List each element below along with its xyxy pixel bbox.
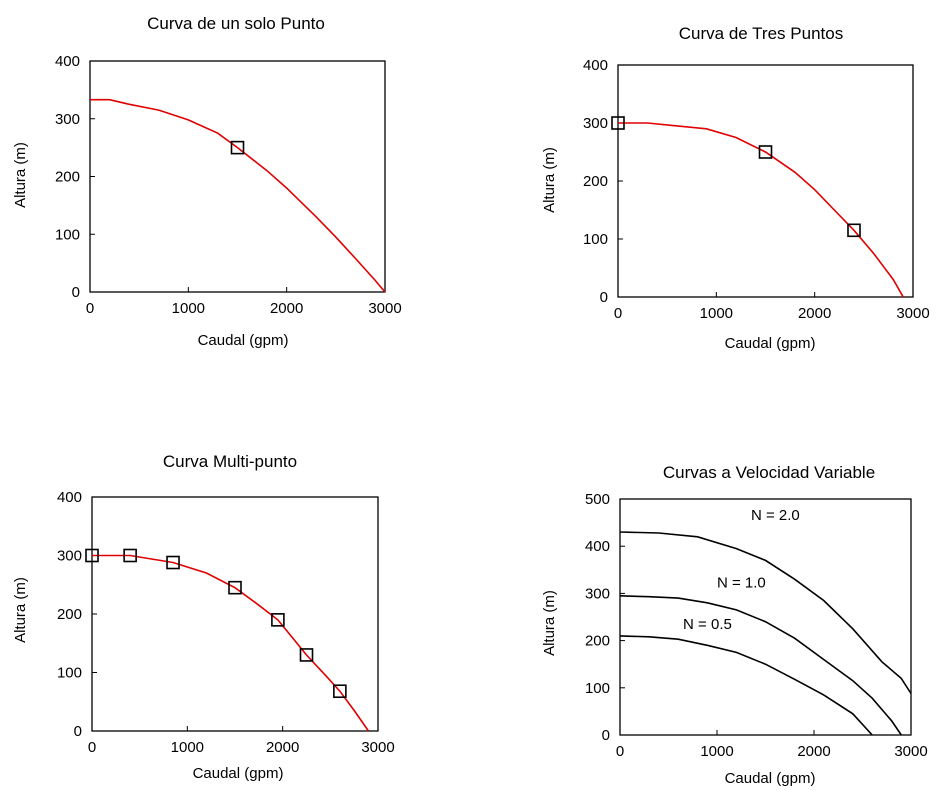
y-tick-label: 200 xyxy=(55,169,80,186)
x-axis-label: Caudal (gpm) xyxy=(198,332,289,349)
y-tick-label: 100 xyxy=(583,231,608,248)
y-axis-label: Altura (m) xyxy=(12,142,29,208)
y-axis-label: Altura (m) xyxy=(12,577,29,643)
chart-variable-speed: Curvas a Velocidad Variable Caudal (gpm)… xyxy=(541,463,928,787)
y-tick-labels: 0 100 200 300 400 xyxy=(55,53,95,301)
x-tick-label: 1000 xyxy=(700,743,733,760)
y-tick-label: 300 xyxy=(55,111,80,128)
plot-frame xyxy=(91,496,379,732)
y-tick-label: 200 xyxy=(583,173,608,190)
chart-title: Curva de Tres Puntos xyxy=(679,24,843,43)
plot-frame xyxy=(89,60,386,293)
x-axis-label: Caudal (gpm) xyxy=(725,770,816,787)
data-point-marker xyxy=(333,684,347,699)
x-tick-label: 0 xyxy=(614,305,622,322)
x-tick-label: 0 xyxy=(88,739,96,756)
data-point-marker xyxy=(758,145,773,159)
y-tick-labels: 0 100 200 300 400 xyxy=(57,489,97,740)
y-tick-label: 0 xyxy=(74,723,82,740)
data-point-marker xyxy=(271,613,285,627)
y-tick-label: 400 xyxy=(57,489,82,506)
data-point-marker xyxy=(847,223,861,238)
y-tick-labels: 0 100 200 300 400 xyxy=(583,57,623,306)
y-tick-label: 300 xyxy=(585,585,610,602)
series-line-0 xyxy=(92,554,370,732)
x-tick-label: 3000 xyxy=(361,739,394,756)
data-point-marker xyxy=(299,648,314,662)
x-tick-label: 3000 xyxy=(894,743,927,760)
x-tick-label: 2000 xyxy=(798,305,831,322)
x-axis-label: Caudal (gpm) xyxy=(193,765,284,782)
chart-single-point: Curva de un solo Punto Caudal (gpm) Altu… xyxy=(12,14,402,349)
y-tick-label: 200 xyxy=(57,606,82,623)
y-tick-label: 400 xyxy=(55,53,80,70)
x-tick-label: 1000 xyxy=(171,739,204,756)
chart-title: Curva de un solo Punto xyxy=(147,14,325,33)
x-tick-label: 3000 xyxy=(896,305,929,322)
x-tick-labels: 0 1000 2000 3000 xyxy=(616,730,928,760)
data-point-marker xyxy=(123,548,137,563)
y-tick-label: 100 xyxy=(55,226,80,243)
y-tick-labels: 0 100 200 300 400 500 xyxy=(585,491,625,744)
data-point-marker xyxy=(85,548,99,563)
plot-area xyxy=(85,496,379,732)
plot-area xyxy=(89,60,386,293)
series-line-2 xyxy=(619,635,873,736)
x-tick-label: 2000 xyxy=(270,300,303,317)
x-tick-label: 0 xyxy=(616,743,624,760)
x-tick-label: 1000 xyxy=(172,300,205,317)
x-tick-label: 2000 xyxy=(266,739,299,756)
chart-title: Curvas a Velocidad Variable xyxy=(663,463,875,482)
x-axis-label: Caudal (gpm) xyxy=(725,335,816,352)
y-axis-label: Altura (m) xyxy=(541,590,558,656)
data-point-marker xyxy=(611,116,625,130)
y-tick-label: 400 xyxy=(583,57,608,74)
series-line-0 xyxy=(619,531,912,694)
y-tick-label: 400 xyxy=(585,538,610,555)
y-tick-label: 0 xyxy=(72,284,80,301)
series-annotation: N = 2.0 xyxy=(751,507,800,524)
data-point-marker xyxy=(230,140,245,155)
x-tick-label: 3000 xyxy=(368,300,401,317)
y-tick-label: 100 xyxy=(57,665,82,682)
y-tick-label: 300 xyxy=(583,115,608,132)
chart-three-point: Curva de Tres Puntos Caudal (gpm) Altura… xyxy=(541,24,930,352)
y-tick-label: 0 xyxy=(602,727,610,744)
x-tick-label: 1000 xyxy=(700,305,733,322)
plot-frame xyxy=(619,498,912,736)
series-line-0 xyxy=(90,98,386,293)
plot-area xyxy=(611,64,914,298)
x-tick-labels: 0 1000 2000 3000 xyxy=(86,287,402,317)
x-tick-labels: 0 1000 2000 3000 xyxy=(88,726,395,756)
data-point-marker xyxy=(166,555,180,570)
series-annotation: N = 0.5 xyxy=(683,616,732,633)
y-tick-label: 100 xyxy=(585,680,610,697)
y-axis-label: Altura (m) xyxy=(541,147,558,213)
x-tick-label: 0 xyxy=(86,300,94,317)
series-annotation: N = 1.0 xyxy=(717,575,766,592)
y-tick-label: 300 xyxy=(57,548,82,565)
y-tick-label: 500 xyxy=(585,491,610,508)
y-tick-label: 0 xyxy=(600,289,608,306)
x-tick-label: 2000 xyxy=(797,743,830,760)
data-point-marker xyxy=(228,580,242,595)
series-line-0 xyxy=(618,122,904,298)
chart-multi-point: Curva Multi-punto Caudal (gpm) Altura (m… xyxy=(12,452,395,782)
series-line-1 xyxy=(619,595,902,736)
chart-title: Curva Multi-punto xyxy=(163,452,297,471)
y-tick-label: 200 xyxy=(585,633,610,650)
plot-area: N = 2.0 N = 1.0 N = 0.5 xyxy=(619,498,912,736)
plot-frame xyxy=(617,64,914,298)
